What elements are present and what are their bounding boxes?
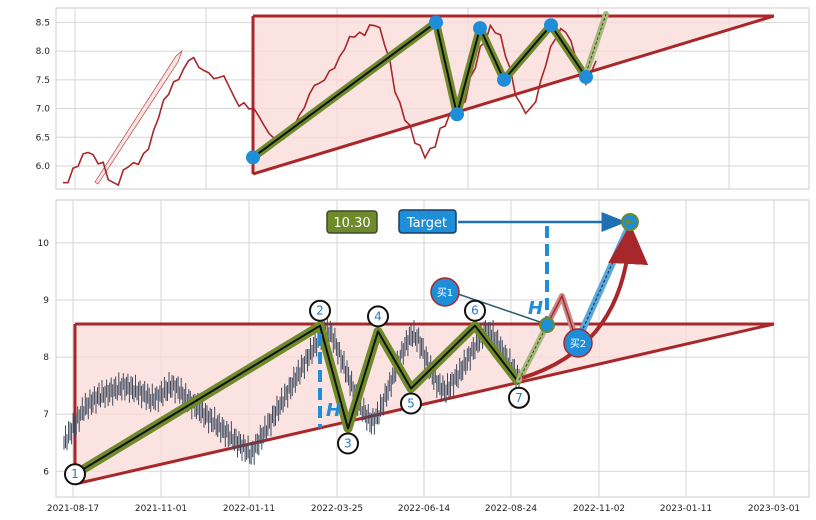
buy2-label: 买2 <box>570 338 586 350</box>
bottom-x-tick-label: 2023-01-11 <box>660 504 712 514</box>
pattern-node-1: 1 <box>64 463 86 486</box>
top-panel: 6.0 6.5 7.0 7.5 8.0 8.5 <box>36 7 810 190</box>
pattern-node-label: 6 <box>471 304 479 318</box>
bottom-zigzag <box>72 321 523 479</box>
bottom-x-ticks: 2021-08-17 2021-11-01 2022-01-11 2022-03-25… <box>47 504 800 514</box>
value-box-text: 10.30 <box>333 216 370 231</box>
top-pattern <box>251 14 775 176</box>
top-trend-arrow <box>94 50 183 185</box>
bottom-x-tick-label: 2022-08-24 <box>485 504 538 514</box>
top-pattern-node <box>246 150 260 165</box>
pattern-node-7: 7 <box>508 386 530 409</box>
buy1-marker: 买1 <box>430 277 460 307</box>
value-box: 10.30 <box>326 210 378 234</box>
buy1-label: 买1 <box>437 287 453 299</box>
bottom-y-tick-label: 9 <box>43 296 49 306</box>
bottom-y-tick-label: 7 <box>43 410 49 420</box>
top-y-tick-label: 8.0 <box>36 47 51 57</box>
top-price-series <box>62 23 597 187</box>
top-y-tick-label: 7.0 <box>36 105 51 115</box>
pattern-node-label: 5 <box>407 397 415 411</box>
pattern-node-3: 3 <box>337 432 359 455</box>
bottom-x-tick-label: 2021-08-17 <box>47 504 99 514</box>
buy2-marker: 买2 <box>563 328 593 358</box>
pattern-node-6: 6 <box>464 299 486 322</box>
pattern-node-label: 4 <box>374 309 382 323</box>
pattern-node-label: 7 <box>515 391 523 405</box>
bottom-x-tick-label: 2023-03-01 <box>748 504 800 514</box>
pattern-node-label: 2 <box>316 304 324 318</box>
top-pattern-node <box>497 72 511 87</box>
pattern-node-label: 1 <box>71 467 79 481</box>
target-box-text: Target <box>406 216 447 231</box>
bottom-y-tick-label: 10 <box>38 239 50 249</box>
top-y-tick-label: 8.5 <box>36 18 50 28</box>
top-price-line <box>62 23 597 187</box>
top-pattern-node <box>429 15 443 30</box>
top-pattern-node <box>579 70 593 84</box>
bottom-x-tick-label: 2022-11-02 <box>573 504 625 514</box>
pattern-node-4: 4 <box>367 305 389 328</box>
buy1-connector <box>457 293 541 323</box>
target-box: Target <box>398 209 457 234</box>
pattern-node-5: 5 <box>400 392 422 415</box>
bottom-y-tick-label: 6 <box>43 467 49 477</box>
top-pattern-node <box>473 21 487 36</box>
top-support-line <box>252 14 775 176</box>
top-y-tick-label: 6.5 <box>36 133 50 143</box>
top-pattern-node <box>544 18 558 33</box>
bottom-zigzag-line <box>74 324 520 476</box>
top-y-tick-label: 7.5 <box>36 76 50 86</box>
bottom-y-ticks: 6 7 8 9 10 <box>38 239 50 477</box>
bottom-y-tick-label: 8 <box>43 353 49 363</box>
h-label-left: H <box>326 400 341 421</box>
bottom-pattern-nodes: 1 2 3 4 5 6 7 <box>64 299 530 486</box>
top-nodes <box>246 15 593 165</box>
breakout-arrow <box>521 224 649 380</box>
pattern-node-label: 3 <box>344 437 352 451</box>
bottom-x-tick-label: 2022-03-25 <box>311 504 363 514</box>
bottom-x-tick-label: 2022-01-11 <box>223 504 275 514</box>
pattern-node-2: 2 <box>309 299 331 322</box>
bottom-support-line <box>74 322 775 486</box>
bottom-x-tick-label: 2022-06-14 <box>398 504 451 514</box>
bottom-x-tick-label: 2021-11-01 <box>135 504 187 514</box>
top-y-ticks: 6.0 6.5 7.0 7.5 8.0 8.5 <box>36 18 51 172</box>
forecast-breakout <box>516 220 649 383</box>
top-forecast-leg <box>583 11 609 76</box>
top-pattern-node <box>450 107 464 122</box>
h-label-right: H <box>528 298 543 319</box>
top-y-tick-label: 6.0 <box>36 162 51 172</box>
buy-node-h <box>539 317 555 333</box>
